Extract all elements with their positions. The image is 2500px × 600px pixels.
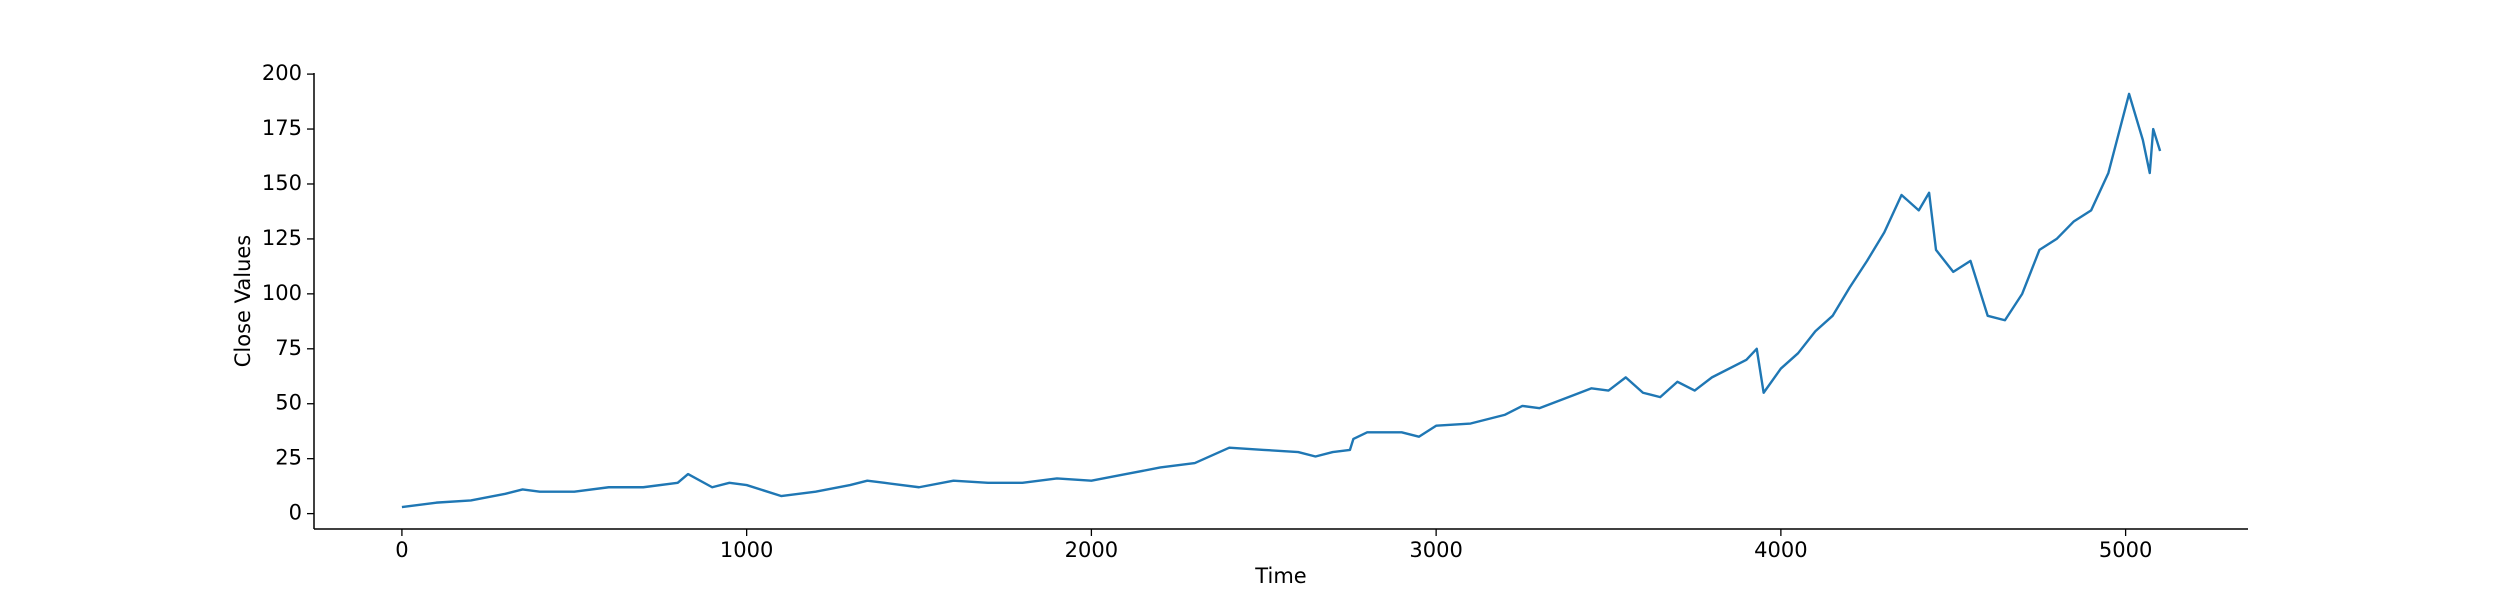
x-tick-label: 2000	[1065, 538, 1118, 562]
y-tick-label: 100	[262, 281, 302, 305]
y-tick-label: 125	[262, 226, 302, 250]
y-tick-label: 75	[275, 336, 302, 360]
x-tick-label: 5000	[2099, 538, 2152, 562]
x-tick-label: 4000	[1754, 538, 1807, 562]
y-tick-label: 50	[275, 391, 302, 415]
x-axis-label: Time	[1254, 564, 1306, 588]
x-tick-label: 1000	[720, 538, 773, 562]
y-tick-label: 175	[262, 116, 302, 140]
x-tick-label: 0	[395, 538, 408, 562]
y-tick-label: 0	[289, 501, 302, 525]
y-tick-label: 200	[262, 61, 302, 85]
y-tick-label: 25	[275, 446, 302, 470]
y-tick-label: 150	[262, 171, 302, 195]
y-axis-label: Close Values	[231, 235, 255, 368]
x-tick-label: 3000	[1409, 538, 1462, 562]
price-line	[401, 92, 2162, 509]
